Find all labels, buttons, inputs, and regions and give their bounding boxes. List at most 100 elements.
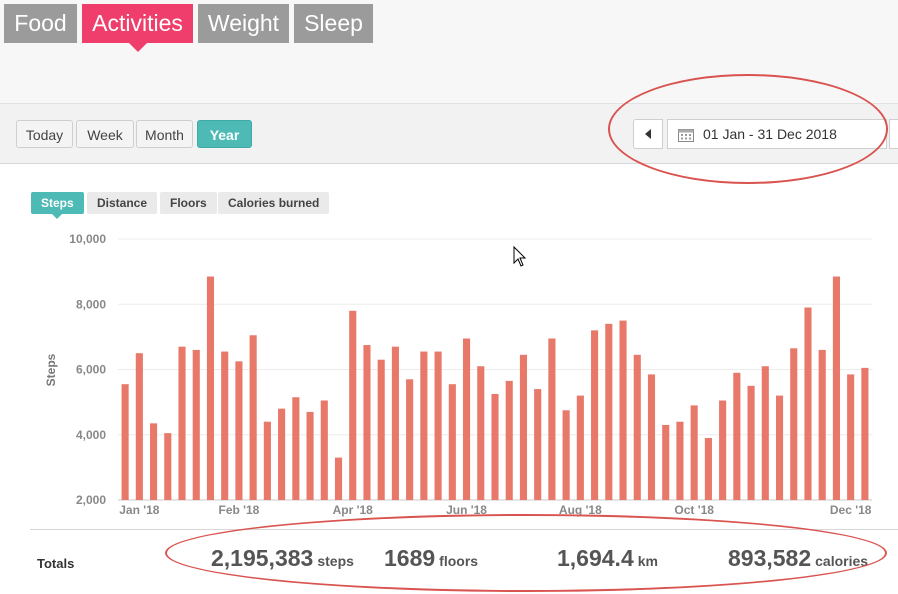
steps-bar[interactable] <box>462 338 471 500</box>
steps-bar[interactable] <box>733 372 741 500</box>
period-toolbar: Today Week Month Year 01 Jan - 31 Dec 20… <box>0 103 898 164</box>
steps-bar[interactable] <box>662 424 670 500</box>
steps-bar[interactable] <box>377 359 385 500</box>
steps-bar[interactable] <box>861 367 869 500</box>
total-floors: 1689 floors <box>384 545 478 572</box>
y-axis-title: Steps <box>44 353 58 386</box>
steps-bar[interactable] <box>164 433 172 500</box>
total-distance-unit: km <box>637 553 658 569</box>
top-navigation: Food Activities Weight Sleep <box>0 0 898 103</box>
x-tick-label: Dec '18 <box>830 503 872 517</box>
steps-bar[interactable] <box>619 320 627 500</box>
steps-bar[interactable] <box>576 395 584 500</box>
steps-bar[interactable] <box>491 393 499 500</box>
steps-bar[interactable] <box>178 346 186 500</box>
steps-bar[interactable] <box>832 276 840 500</box>
steps-bar[interactable] <box>676 421 684 500</box>
steps-bar[interactable] <box>135 353 143 500</box>
steps-bar[interactable] <box>818 349 826 500</box>
steps-bar[interactable] <box>334 457 343 500</box>
steps-bar[interactable] <box>847 374 855 500</box>
x-tick-label: Jan '18 <box>119 503 160 517</box>
steps-bar[interactable] <box>150 423 158 500</box>
total-floors-unit: floors <box>439 553 479 569</box>
steps-bar[interactable] <box>363 345 371 500</box>
steps-bar[interactable] <box>562 410 570 500</box>
x-tick-label: Oct '18 <box>674 503 714 517</box>
tab-sleep[interactable]: Sleep <box>294 4 373 43</box>
y-tick-label: 2,000 <box>76 493 106 507</box>
steps-bar[interactable] <box>775 395 784 500</box>
steps-bar[interactable] <box>448 384 456 500</box>
totals-label: Totals <box>37 556 75 571</box>
steps-bar[interactable] <box>292 397 300 500</box>
metric-tab-floors[interactable]: Floors <box>160 192 217 214</box>
total-steps-value: 2,195,383 <box>211 545 314 571</box>
steps-bar[interactable] <box>719 400 727 500</box>
x-tick-label: Apr '18 <box>333 503 374 517</box>
calendar-icon <box>678 128 694 145</box>
steps-bar[interactable] <box>747 385 755 500</box>
period-week-button[interactable]: Week <box>76 120 134 148</box>
steps-bar[interactable] <box>505 380 513 500</box>
period-today-button[interactable]: Today <box>16 120 73 148</box>
steps-bar[interactable] <box>605 323 613 500</box>
steps-bar[interactable] <box>306 411 314 500</box>
tab-weight[interactable]: Weight <box>198 4 289 43</box>
x-tick-label: Feb '18 <box>218 503 259 517</box>
total-steps-unit: steps <box>317 553 354 569</box>
total-floors-value: 1689 <box>384 545 436 571</box>
steps-bar[interactable] <box>534 389 542 500</box>
y-tick-label: 4,000 <box>76 428 106 442</box>
total-steps: 2,195,383 steps <box>211 545 354 572</box>
steps-bar[interactable] <box>192 349 200 500</box>
steps-bar[interactable] <box>804 307 812 500</box>
steps-bar[interactable] <box>206 276 215 500</box>
steps-bar[interactable] <box>221 351 229 500</box>
steps-bar[interactable] <box>548 338 556 500</box>
mouse-cursor-icon <box>513 245 527 267</box>
steps-bar[interactable] <box>591 330 599 500</box>
steps-bar[interactable] <box>434 351 442 500</box>
steps-bar[interactable] <box>477 366 485 500</box>
metric-tab-steps[interactable]: Steps <box>31 192 84 219</box>
steps-bar[interactable] <box>249 335 257 500</box>
steps-bar[interactable] <box>320 400 328 500</box>
steps-bar[interactable] <box>647 374 656 500</box>
date-range-picker[interactable]: 01 Jan - 31 Dec 2018 <box>667 119 887 149</box>
previous-period-button[interactable] <box>633 119 663 149</box>
steps-bar[interactable] <box>263 421 271 500</box>
steps-bar[interactable] <box>278 408 286 500</box>
metric-tab-distance[interactable]: Distance <box>87 192 158 214</box>
totals-divider <box>30 529 898 530</box>
period-month-button[interactable]: Month <box>136 120 193 148</box>
steps-bar[interactable] <box>121 384 129 500</box>
next-period-button[interactable] <box>889 119 898 149</box>
y-tick-label: 8,000 <box>76 297 106 311</box>
steps-bar[interactable] <box>519 354 528 500</box>
steps-bar[interactable] <box>690 405 698 500</box>
steps-bar[interactable] <box>790 348 798 500</box>
x-tick-label: Aug '18 <box>559 503 602 517</box>
steps-bar[interactable] <box>761 366 769 500</box>
total-calories-unit: calories <box>815 553 869 569</box>
y-tick-label: 10,000 <box>69 232 106 246</box>
steps-bar[interactable] <box>406 379 414 500</box>
steps-bar[interactable] <box>420 351 428 500</box>
steps-bar[interactable] <box>633 354 641 500</box>
steps-bar[interactable] <box>704 438 712 500</box>
y-tick-label: 6,000 <box>76 363 106 377</box>
date-range-text: 01 Jan - 31 Dec 2018 <box>703 126 837 142</box>
steps-bar[interactable] <box>235 361 243 500</box>
total-distance: 1,694.4 km <box>557 545 658 572</box>
steps-bar[interactable] <box>349 310 357 500</box>
x-tick-label: Jun '18 <box>446 503 487 517</box>
tab-food[interactable]: Food <box>4 4 77 43</box>
metric-tab-calories-burned[interactable]: Calories burned <box>218 192 330 214</box>
tab-activities[interactable]: Activities <box>82 4 193 52</box>
period-year-button[interactable]: Year <box>197 120 252 148</box>
total-distance-value: 1,694.4 <box>557 545 634 571</box>
total-calories-value: 893,582 <box>728 545 812 571</box>
steps-bar[interactable] <box>391 346 399 500</box>
